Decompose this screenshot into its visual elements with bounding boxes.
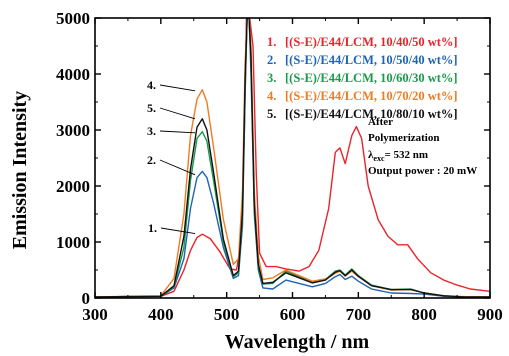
- note-line-1: After: [368, 116, 393, 128]
- legend: 1. [(S-E)/E44/LCM, 10/40/50 wt%] 2. [(S-E)/…: [267, 35, 458, 121]
- x-axis-title: Wavelength / nm: [225, 331, 370, 353]
- x-tick-label-500: 500: [214, 305, 240, 324]
- lambda-symbol: λ: [368, 149, 374, 161]
- x-tick-label-900: 900: [477, 305, 503, 324]
- x-tick-label-300: 300: [82, 305, 108, 324]
- x-tick-label-400: 400: [148, 305, 174, 324]
- callout-leader-3: [159, 130, 196, 134]
- callout-leader-2: [159, 159, 196, 176]
- legend-index-1: 1.: [267, 35, 276, 49]
- legend-index-5: 5.: [267, 107, 276, 121]
- x-tick-label-700: 700: [346, 305, 372, 324]
- y-tick-label-2000: 2000: [56, 177, 90, 196]
- callout-leader-4: [159, 84, 196, 92]
- callout-label-3: 3.: [147, 124, 156, 138]
- x-tick-label-800: 800: [411, 305, 437, 324]
- legend-entry-5: [(S-E)/E44/LCM, 10/80/10 wt%]: [285, 107, 458, 121]
- y-tick-label-5000: 5000: [56, 9, 90, 28]
- legend-entry-1: [(S-E)/E44/LCM, 10/40/50 wt%]: [285, 35, 458, 49]
- series-line-2: [95, 18, 490, 298]
- note-line-3: λexc= 532 nm: [368, 149, 428, 163]
- x-tick-label-600: 600: [280, 305, 306, 324]
- lambda-value: = 532 nm: [385, 149, 429, 161]
- series-line-1: [95, 18, 490, 298]
- legend-entry-3: [(S-E)/E44/LCM, 10/60/30 wt%]: [285, 71, 458, 85]
- series-callouts: 1. 2. 3. 4. 5.: [147, 78, 196, 235]
- measurement-note: After Polymerization λexc= 532 nm Output…: [368, 116, 477, 177]
- callout-leader-1: [160, 227, 196, 235]
- y-axis-title: Emission Intensity: [9, 91, 31, 249]
- callout-label-2: 2.: [147, 153, 156, 167]
- legend-index-4: 4.: [267, 89, 276, 103]
- callout-leader-5: [159, 107, 196, 120]
- callout-label-4: 4.: [147, 78, 156, 92]
- y-tick-label-0: 0: [82, 289, 91, 308]
- y-tick-label-1000: 1000: [56, 233, 90, 252]
- lambda-subscript: exc: [373, 154, 385, 163]
- note-line-4: Output power : 20 mW: [368, 165, 477, 177]
- y-tick-label-3000: 3000: [56, 121, 90, 140]
- legend-entry-4: [(S-E)/E44/LCM, 10/70/20 wt%]: [285, 89, 458, 103]
- y-tick-label-4000: 4000: [56, 65, 90, 84]
- series-line-5: [95, 18, 490, 298]
- legend-index-2: 2.: [267, 53, 276, 67]
- note-line-2: Polymerization: [368, 132, 439, 144]
- legend-index-3: 3.: [267, 71, 276, 85]
- legend-entry-2: [(S-E)/E44/LCM, 10/50/40 wt%]: [285, 53, 458, 67]
- series-layer: [95, 18, 490, 298]
- callout-label-5: 5.: [147, 101, 156, 115]
- callout-label-1: 1.: [148, 221, 157, 235]
